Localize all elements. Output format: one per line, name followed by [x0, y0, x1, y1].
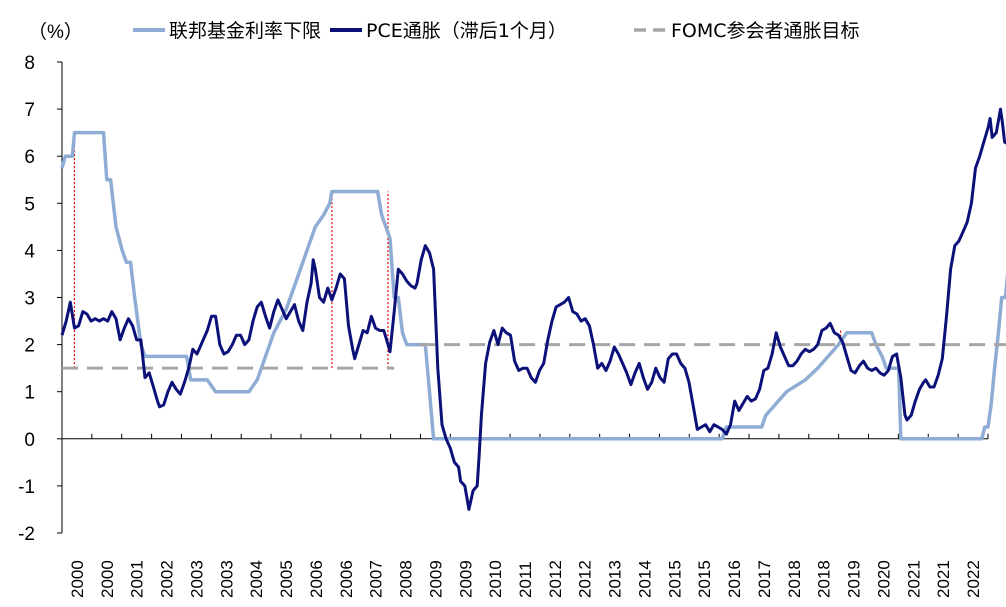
x-tick-label: 2012 [546, 560, 565, 598]
x-tick-label: 2006 [337, 560, 356, 598]
x-tick-label: 2018 [785, 560, 804, 598]
y-tick-label: 2 [24, 336, 35, 357]
x-tick-label: 2022 [964, 560, 983, 598]
x-tick-label: 2009 [426, 560, 445, 598]
axes [61, 62, 988, 533]
plot-area [60, 107, 1006, 511]
legend: 联邦基金利率下限 PCE通胀（滞后1个月） FOMC参会者通胀目标 [133, 20, 860, 42]
y-tick-label: 1 [24, 383, 35, 404]
x-tick-label: 2016 [725, 560, 744, 598]
series-pce-line [60, 107, 1006, 511]
x-tick-label: 2014 [635, 560, 654, 598]
x-tick-label: 2021 [904, 560, 923, 598]
legend-label-fomc-target: FOMC参会者通胀目标 [671, 20, 860, 42]
y-tick-label: 4 [24, 241, 35, 262]
x-tick-label: 2015 [695, 560, 714, 598]
y-tick-label: 6 [24, 147, 35, 168]
x-tick-label: 2009 [456, 560, 475, 598]
x-tick-label: 2021 [934, 560, 953, 598]
x-tick-label: 2000 [98, 560, 117, 598]
y-axis-unit-label: （%） [28, 21, 83, 43]
y-tick-label: 8 [24, 53, 35, 74]
x-tick-label: 2011 [516, 561, 535, 598]
x-tick-label: 2007 [367, 560, 386, 598]
y-tick-label: 3 [24, 289, 35, 310]
series-fed-funds-line [60, 130, 1006, 441]
x-tick-label: 2008 [397, 560, 416, 598]
y-tick-label: 0 [24, 430, 35, 451]
x-tick-label: 2012 [576, 560, 595, 598]
x-tick-label: 2019 [845, 560, 864, 598]
x-tick-label: 2000 [68, 560, 87, 598]
x-axis-ticks: 2000 2000 2001 2002 2003 2003 2004 2005 2006 2006… [61, 433, 989, 598]
x-tick-label: 2004 [247, 560, 266, 598]
y-tick-label: 7 [24, 100, 35, 121]
x-tick-label: 2010 [486, 560, 505, 598]
y-tick-label: -1 [18, 477, 35, 498]
x-tick-label: 2005 [277, 560, 296, 598]
legend-label-fed-funds: 联邦基金利率下限 [169, 20, 321, 42]
annotations [73, 132, 842, 369]
legend-label-pce: PCE通胀（滞后1个月） [366, 20, 567, 42]
x-tick-label: 2003 [187, 560, 206, 598]
y-axis-ticks: -2 -1 0 1 2 3 4 5 6 7 8 [18, 53, 62, 545]
x-tick-label: 2001 [128, 560, 147, 598]
x-tick-label: 2020 [874, 560, 893, 598]
x-tick-label: 2013 [606, 560, 625, 598]
x-tick-label: 2018 [815, 560, 834, 598]
y-tick-label: 5 [24, 194, 35, 215]
x-tick-label: 2017 [755, 560, 774, 598]
y-tick-label: -2 [18, 524, 35, 545]
x-tick-label: 2006 [307, 560, 326, 598]
x-tick-label: 2002 [158, 560, 177, 598]
x-tick-label: 2015 [665, 560, 684, 598]
x-tick-label: 2003 [217, 560, 236, 598]
